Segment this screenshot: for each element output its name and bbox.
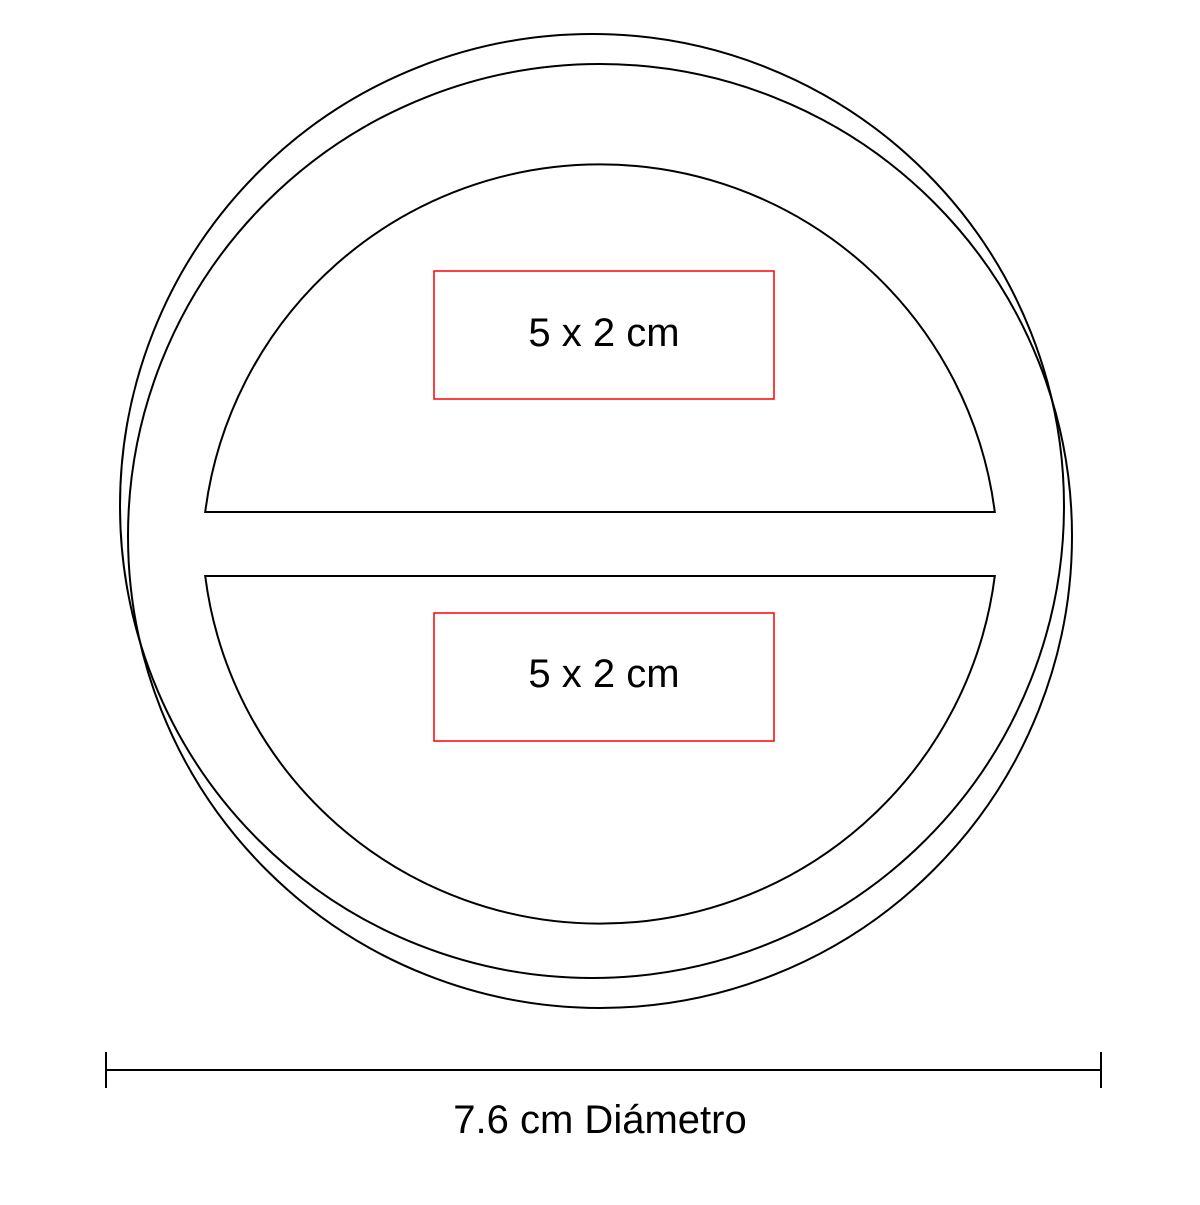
inner-bottom-half: [205, 576, 995, 924]
outer-circle-mid: [128, 64, 1072, 1008]
imprint-bottom-label: 5 x 2 cm: [434, 652, 774, 697]
diameter-label: 7.6 cm Diámetro: [300, 1098, 900, 1143]
imprint-top-label: 5 x 2 cm: [434, 311, 774, 356]
outer-circle-top: [120, 34, 1064, 978]
diagram-svg: [0, 0, 1200, 1200]
technical-diagram: 5 x 2 cm 5 x 2 cm 7.6 cm Diámetro: [0, 0, 1200, 1200]
